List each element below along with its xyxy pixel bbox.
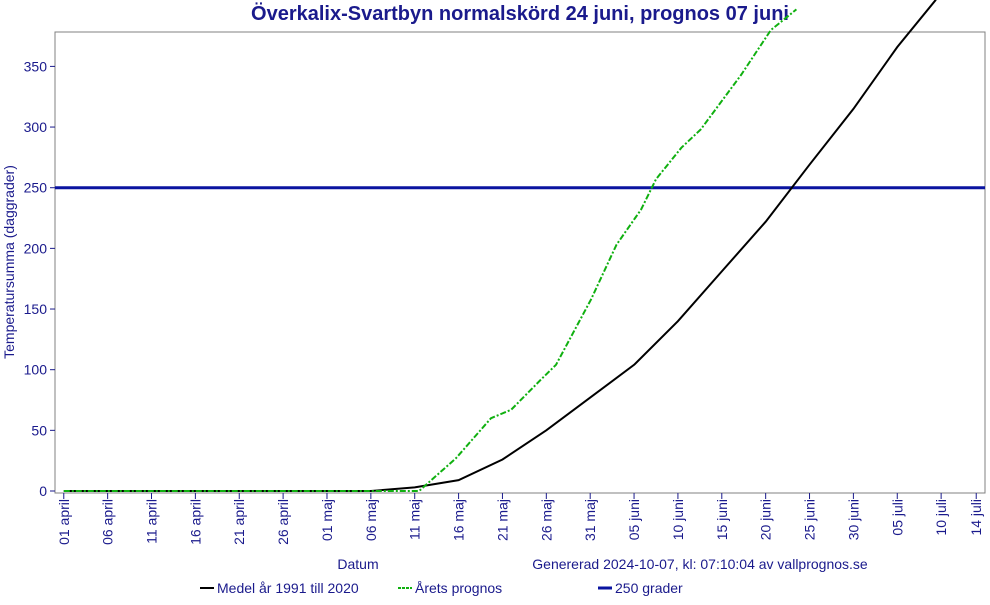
x-tick-label: 01 april [56, 499, 72, 545]
x-tick-label: 11 april [144, 499, 160, 544]
legend-label: 250 grader [615, 580, 683, 596]
x-tick-label: 26 maj [538, 499, 554, 541]
x-tick-label: 14 juli [968, 499, 984, 536]
x-tick-label: 10 juni [670, 499, 686, 540]
x-tick-label: 21 maj [494, 499, 510, 541]
y-tick-label: 350 [24, 58, 48, 74]
x-tick-label: 30 juni [845, 499, 861, 540]
y-tick-label: 50 [31, 422, 47, 438]
x-tick-label: 06 april [100, 499, 116, 545]
y-tick-label: 0 [39, 483, 47, 499]
chart-title: Överkalix-Svartbyn normalskörd 24 juni, … [251, 2, 789, 25]
x-tick-label: 05 juli [889, 499, 905, 536]
x-tick-label: 15 juni [714, 499, 730, 540]
legend-label: Årets prognos [415, 580, 502, 596]
legend-label: Medel år 1991 till 2020 [217, 580, 359, 596]
x-tick-label: 16 april [187, 499, 203, 545]
y-tick-label: 200 [24, 240, 48, 256]
data-line [63, 0, 937, 492]
x-tick-label: 26 april [275, 499, 291, 545]
data-line [63, 8, 798, 492]
x-tick-label: 06 maj [363, 499, 379, 541]
x-tick-label: 10 juli [933, 499, 949, 536]
x-tick-label: 31 maj [582, 499, 598, 541]
x-tick-label: 20 juni [758, 499, 774, 540]
x-tick-label: 05 juni [626, 499, 642, 540]
x-axis-label: Datum [337, 556, 378, 572]
x-tick-label: 11 maj [407, 499, 423, 540]
y-tick-label: 250 [24, 180, 48, 196]
y-tick-label: 100 [24, 362, 48, 378]
y-tick-label: 150 [24, 301, 48, 317]
x-tick-label: 21 april [231, 499, 247, 545]
y-tick-label: 300 [24, 119, 48, 135]
plot-frame [54, 31, 986, 494]
x-tick-label: 01 maj [319, 499, 335, 541]
x-tick-label: 25 juni [802, 499, 818, 540]
y-axis-label: Temperatursumma (daggrader) [1, 165, 17, 359]
annotation: Genererad 2024-10-07, kl: 07:10:04 av va… [532, 556, 868, 572]
x-tick-label: 16 maj [451, 499, 467, 541]
